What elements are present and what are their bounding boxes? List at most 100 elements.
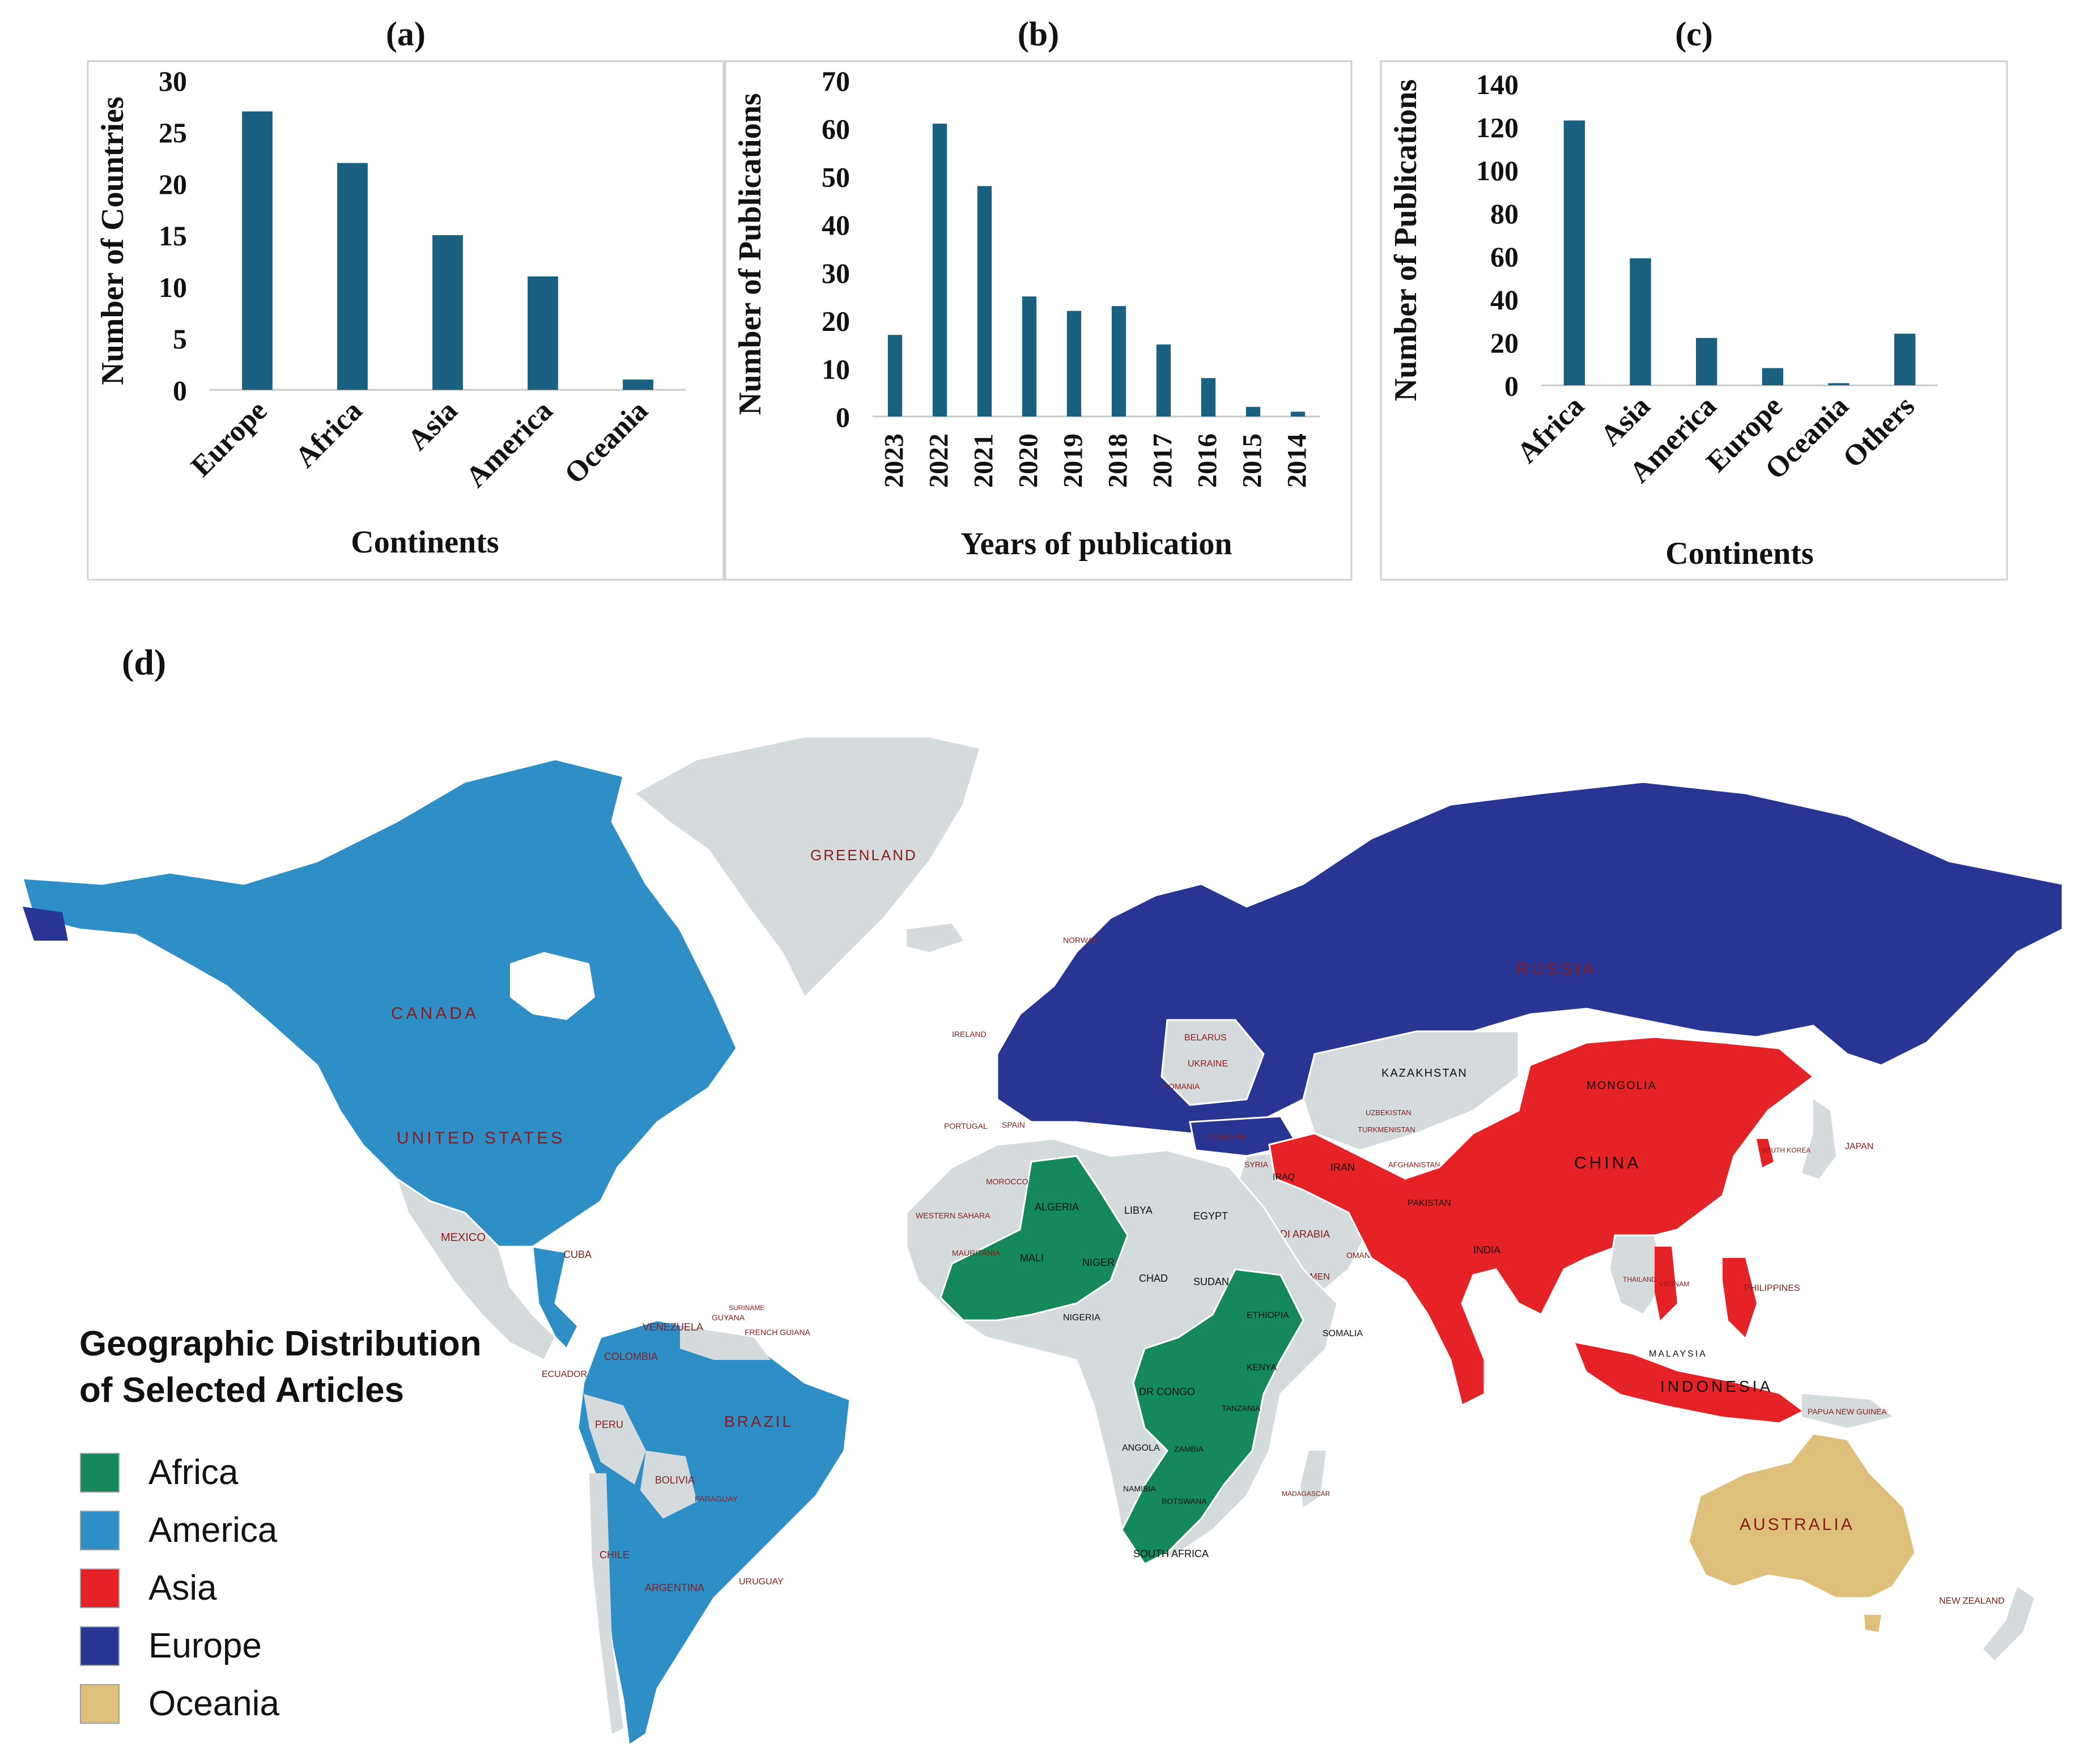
label-namibia: NAMIBIA xyxy=(1123,1484,1156,1493)
region-central-america xyxy=(532,1246,579,1350)
map-legend: Africa America Asia Europe Oceania xyxy=(80,1453,279,1724)
y-tick-label: 30 xyxy=(822,257,850,289)
label-zambia: ZAMBIA xyxy=(1174,1444,1204,1453)
bar-2023 xyxy=(887,334,903,416)
region-greenland xyxy=(633,736,981,999)
region-chile-strip xyxy=(589,1473,623,1734)
label-bolivia: BOLIVIA xyxy=(655,1474,695,1486)
region-new-zealand xyxy=(1983,1587,2034,1660)
bar-Asia xyxy=(1630,258,1651,385)
label-japan: JAPAN xyxy=(1845,1142,1873,1151)
label-oman: OMAN xyxy=(1346,1251,1370,1260)
x-tick-label: 2019 xyxy=(1058,433,1089,488)
region-papua-new-guinea xyxy=(1802,1394,1893,1428)
x-tick-label: 2017 xyxy=(1148,433,1178,488)
label-turkiye: TURKIYE xyxy=(1207,1133,1246,1142)
label-angola: ANGOLA xyxy=(1122,1443,1160,1453)
region-japan xyxy=(1802,1099,1836,1179)
bar-2014 xyxy=(1290,411,1306,416)
label-chile: CHILE xyxy=(600,1549,630,1561)
label-kenya: KENYA xyxy=(1247,1363,1277,1372)
region-tasmania xyxy=(1864,1615,1881,1632)
label-botswana: BOTSWANA xyxy=(1162,1497,1207,1506)
label-ethiopia: ETHIOPIA xyxy=(1247,1311,1289,1320)
label-united-states: UNITED STATES xyxy=(397,1129,565,1147)
legend-item-oceania: Oceania xyxy=(80,1684,279,1724)
label-peru: PERU xyxy=(595,1419,623,1430)
y-tick-label: 0 xyxy=(836,401,850,433)
label-mexico: MEXICO xyxy=(441,1231,486,1244)
y-tick-label: 120 xyxy=(1476,112,1519,143)
label-indonesia: INDONESIA xyxy=(1660,1378,1773,1395)
label-kazakhstan: KAZAKHSTAN xyxy=(1381,1067,1468,1079)
region-guianas xyxy=(680,1326,771,1360)
region-madagascar xyxy=(1300,1451,1326,1507)
bar-Oceania xyxy=(1828,383,1850,385)
region-north-america xyxy=(21,758,738,1248)
label-vietnam: VIETNAM xyxy=(1659,1280,1689,1288)
legend-item-asia: Asia xyxy=(80,1569,217,1608)
y-tick-label: 20 xyxy=(1490,327,1519,359)
y-tick-label: 60 xyxy=(822,113,850,145)
bar-2020 xyxy=(1022,296,1037,416)
label-dr-congo: DR CONGO xyxy=(1139,1386,1195,1397)
legend-label: Africa xyxy=(148,1453,239,1492)
label-uruguay: URUGUAY xyxy=(739,1577,784,1587)
legend-label: Europe xyxy=(148,1626,262,1665)
bar-2022 xyxy=(932,124,947,416)
map-title-line2: of Selected Articles xyxy=(79,1371,404,1410)
label-ukraine: UKRAINE xyxy=(1188,1059,1228,1069)
label-philippines: PHILIPPINES xyxy=(1744,1283,1800,1293)
label-mauritania: MAURITANIA xyxy=(952,1248,1001,1257)
x-tick-label: 2020 xyxy=(1014,433,1044,488)
label-ecuador: ECUADOR xyxy=(542,1370,587,1379)
region-peru xyxy=(584,1394,646,1485)
label-russia: RUSSIA xyxy=(1516,960,1597,979)
x-axis-label: Years of publication xyxy=(960,526,1232,562)
x-tick-label: 2022 xyxy=(924,433,954,488)
y-tick-label: 10 xyxy=(822,353,850,385)
label-afghanistan: AFGHANISTAN xyxy=(1388,1161,1440,1169)
label-south-korea: SOUTH KOREA xyxy=(1761,1146,1810,1154)
x-tick-label: 2014 xyxy=(1282,433,1312,488)
chart-frame xyxy=(87,60,725,581)
label-chad: CHAD xyxy=(1139,1273,1168,1284)
bar-Europe xyxy=(242,111,273,390)
label-australia: AUSTRALIA xyxy=(1740,1515,1855,1534)
legend-swatch xyxy=(80,1626,120,1666)
label-iran: IRAN xyxy=(1330,1162,1355,1173)
x-axis-label: Continents xyxy=(351,525,499,560)
label-brazil: BRAZIL xyxy=(724,1413,793,1430)
bar-2021 xyxy=(977,186,992,416)
legend-item-europe: Europe xyxy=(80,1626,262,1666)
bar-America xyxy=(1696,338,1717,385)
label-cuba: CUBA xyxy=(563,1249,592,1260)
y-tick-label: 80 xyxy=(1490,198,1519,229)
y-tick-label: 20 xyxy=(822,305,850,337)
x-tick-label: 2018 xyxy=(1103,433,1133,488)
panel-label-d: (d) xyxy=(122,642,166,682)
bar-Africa xyxy=(1563,120,1585,385)
region-iceland xyxy=(907,924,963,952)
bar-Others xyxy=(1894,333,1916,385)
region-philippines xyxy=(1723,1258,1757,1337)
label-norway: NORWAY xyxy=(1063,936,1098,945)
region-indonesia xyxy=(1575,1343,1802,1422)
label-western-sahara: WESTERN SAHARA xyxy=(916,1211,990,1220)
legend-item-africa: Africa xyxy=(80,1453,239,1493)
label-south-africa: SOUTH AFRICA xyxy=(1133,1548,1209,1559)
y-tick-label: 60 xyxy=(1490,241,1519,273)
label-portugal: PORTUGAL xyxy=(944,1121,988,1130)
label-sudan: SUDAN xyxy=(1193,1276,1229,1287)
label-argentina: ARGENTINA xyxy=(645,1582,704,1593)
bar-Europe xyxy=(1762,368,1783,385)
chart-2: (b) 0 10 20 30 40 50 60 70 Number of Publications… xyxy=(724,15,1353,581)
label-suriname: SURINAME xyxy=(729,1304,764,1312)
bar-2018 xyxy=(1111,306,1126,416)
label-pakistan: PAKISTAN xyxy=(1408,1198,1451,1208)
x-tick-label: 2016 xyxy=(1193,433,1223,488)
y-tick-label: 0 xyxy=(173,375,187,406)
y-tick-label: 40 xyxy=(822,209,850,241)
region-australia xyxy=(1687,1433,1916,1599)
